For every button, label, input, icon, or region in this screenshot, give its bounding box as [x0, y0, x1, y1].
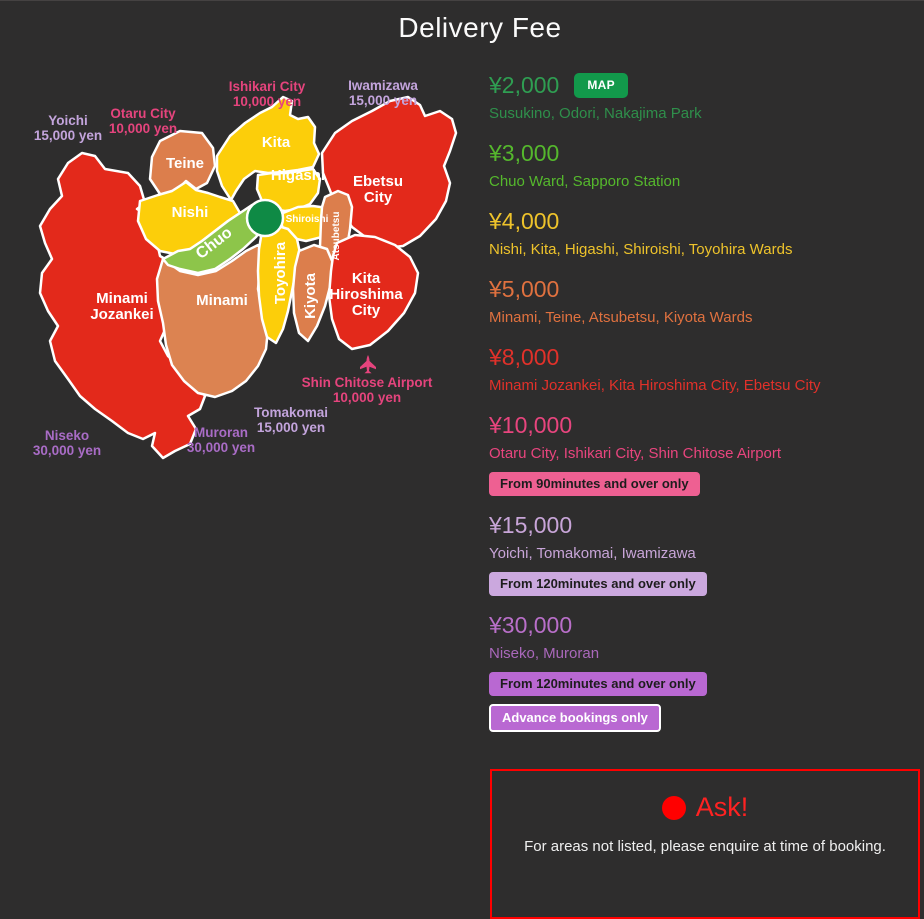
map-region-label: Nishi [172, 204, 209, 221]
fee-areas: Yoichi, Tomakomai, Iwamizawa [489, 545, 696, 562]
fee-price: ¥3,000 [489, 140, 560, 166]
fee-areas: Nishi, Kita, Higashi, Shiroishi, Toyohir… [489, 241, 793, 258]
fee-price: ¥4,000 [489, 208, 560, 234]
page-title: Delivery Fee [398, 12, 562, 43]
fee-price: ¥8,000 [489, 344, 560, 370]
fee-item: ¥10,000 Otaru City, Ishikari City, Shin C… [489, 411, 921, 496]
fee-areas: Susukino, Odori, Nakajima Park [489, 105, 702, 122]
fee-condition-badge: Advance bookings only [489, 704, 661, 732]
fee-item: ¥3,000 Chuo Ward, Sapporo Station [489, 139, 921, 192]
fee-price: ¥10,000 [489, 412, 573, 438]
map-region-label: Kita Hiroshima City [329, 270, 403, 319]
map-region-kiyota [291, 243, 335, 343]
ask-box: Ask! For areas not listed, please enquir… [490, 769, 920, 919]
map-region-label: Atsubetsu [331, 212, 342, 261]
fee-item: ¥8,000 Minami Jozankei, Kita Hiroshima Ci… [489, 343, 921, 396]
map-region-kita [215, 95, 321, 202]
fee-price: ¥2,000 [489, 72, 560, 98]
red-dot-icon [661, 795, 686, 820]
map-region-label: Kita [262, 134, 291, 151]
ask-heading-text: Ask! [695, 792, 749, 822]
fee-areas: Niseko, Muroran [489, 645, 600, 662]
map-region-label: Kiyota [302, 272, 319, 319]
map-region-label: Toyohira [272, 241, 289, 304]
fee-areas: Minami, Teine, Atsubetsu, Kiyota Wards [489, 309, 753, 326]
map-outer-label-niseko: Niseko 30,000 yen [33, 428, 101, 458]
map-region-label: Minami [196, 292, 248, 309]
fee-price: ¥5,000 [489, 276, 560, 302]
fee-condition-badge: From 120minutes and over only [489, 672, 707, 696]
central-sapporo-circle [245, 198, 285, 238]
map-outer-label-ishikari: Ishikari City 10,000 yen [229, 79, 306, 109]
delivery-area-map: Minami Jozankei Minami Teine Nishi Chuo Kita Hi… [0, 61, 470, 473]
fee-condition-badge: From 120minutes and over only [489, 572, 707, 596]
map-region-ebetsu [320, 95, 458, 250]
map-region-minami [155, 243, 270, 399]
map-region-label: Shiroishi [286, 214, 329, 225]
fee-item: ¥30,000 Niseko, Muroran From 120minutes an… [489, 611, 921, 732]
map-outer-label-shin-chitose: Shin Chitose Airport 10,000 yen [302, 375, 433, 405]
ask-note: For areas not listed, please enquire at … [524, 838, 886, 855]
fee-areas: Minami Jozankei, Kita Hiroshima City, Eb… [489, 377, 821, 394]
airplane-icon [360, 355, 376, 374]
fee-list: ¥2,000 MAP Susukino, Odori, Nakajima Park ¥… [489, 71, 921, 747]
fee-price: ¥30,000 [489, 612, 573, 638]
fee-areas: Otaru City, Ishikari City, Shin Chitose … [489, 445, 782, 462]
map-region-toyohira [256, 223, 302, 345]
map-button[interactable]: MAP [574, 73, 628, 98]
fee-areas: Chuo Ward, Sapporo Station [489, 173, 681, 190]
map-svg: Minami JozankeiMinamiTeineNishiChuoKitaHi… [33, 78, 458, 460]
fee-item: ¥4,000 Nishi, Kita, Higashi, Shiroishi, T… [489, 207, 921, 260]
fee-item: ¥5,000 Minami, Teine, Atsubetsu, Kiyota W… [489, 275, 921, 328]
map-outer-label-otaru: Otaru City 10,000 yen [109, 106, 177, 136]
map-outer-label-yoichi: Yoichi 15,000 yen [34, 113, 102, 143]
map-region-kita-hiroshima [327, 233, 420, 351]
fee-price: ¥15,000 [489, 512, 573, 538]
map-outer-label-muroran: Muroran 30,000 yen [187, 425, 255, 455]
fee-item: ¥2,000 MAP Susukino, Odori, Nakajima Park [489, 71, 921, 124]
map-region-label: Higashi [271, 167, 325, 184]
fee-item: ¥15,000 Yoichi, Tomakomai, Iwamizawa From … [489, 511, 921, 596]
map-region-label: Teine [166, 155, 204, 172]
map-outer-label-tomakomai: Tomakomai 15,000 yen [254, 405, 328, 435]
ask-heading: Ask! [492, 792, 918, 823]
fee-condition-badge: From 90minutes and over only [489, 472, 700, 496]
map-region-label: Ebetsu City [353, 173, 403, 206]
map-outer-label-iwamizawa: Iwamizawa 15,000 yen [348, 78, 418, 108]
map-region-label: Minami Jozankei [90, 290, 153, 323]
